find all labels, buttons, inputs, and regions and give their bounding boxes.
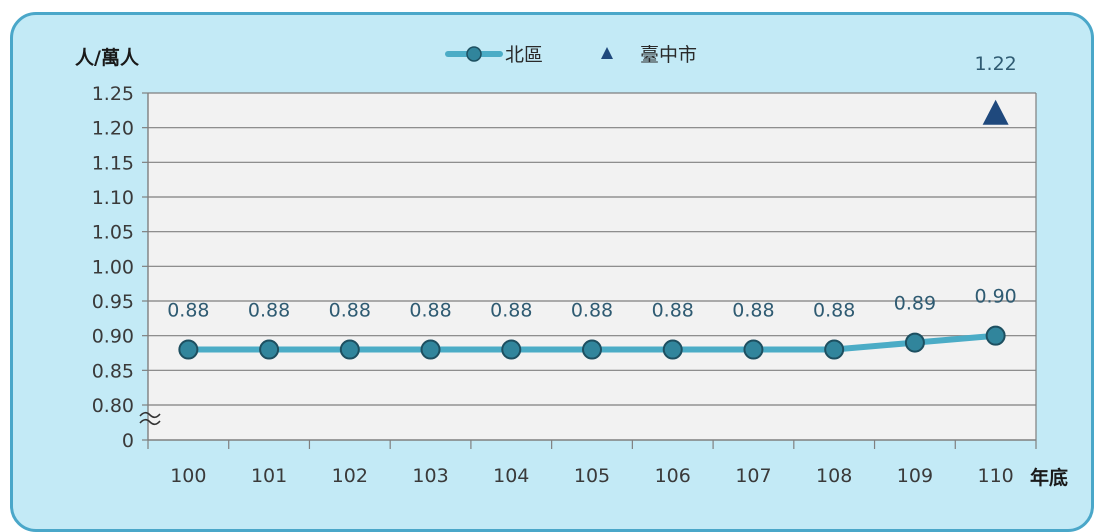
data-label-north: 0.88 — [652, 300, 694, 322]
data-label-north: 0.88 — [329, 300, 371, 322]
y-tick-label: 0.80 — [92, 395, 134, 417]
data-label-north: 0.88 — [490, 300, 532, 322]
data-label-north: 0.88 — [409, 300, 451, 322]
x-tick-label: 103 — [412, 465, 448, 487]
data-point-north — [420, 339, 441, 360]
line-chart: 0 0.80 0.85 0.90 0.95 1.00 1.05 1.10 1.15 1.20 1.2… — [75, 44, 1068, 489]
y-axis-title: 人/萬人 — [75, 47, 140, 69]
data-point-north — [582, 339, 602, 360]
y-tick-label: 1.25 — [92, 83, 134, 105]
x-axis-title: 年底 — [1030, 466, 1068, 489]
x-tick-label: 108 — [816, 465, 852, 487]
data-label-north: 0.88 — [571, 300, 613, 322]
data-label-taichung: 1.22 — [974, 53, 1016, 75]
y-tick-label: 0.95 — [92, 291, 134, 313]
x-tick-label: 110 — [978, 465, 1014, 487]
data-label-north: 0.88 — [167, 300, 209, 322]
axis-break-stroke — [139, 411, 161, 419]
x-tick-label: 106 — [655, 465, 691, 487]
x-tick-label: 100 — [170, 465, 206, 487]
data-label-north: 0.88 — [732, 300, 774, 322]
data-point-north — [178, 339, 199, 360]
data-point-north — [824, 339, 845, 360]
data-point-taichung — [982, 99, 1009, 125]
data-point-north — [662, 339, 683, 360]
x-tick-label: 105 — [574, 465, 610, 487]
y-tick-label: 0.85 — [92, 360, 134, 382]
x-tick-label: 104 — [493, 465, 529, 487]
data-label-north: 0.90 — [974, 286, 1016, 308]
x-tick-label: 102 — [332, 465, 368, 487]
y-tick-label: 1.20 — [92, 118, 134, 140]
axis-break-icon — [139, 411, 161, 426]
legend — [445, 46, 613, 62]
x-tick-label: 107 — [735, 465, 771, 487]
legend-circle-icon — [466, 46, 482, 62]
data-label-north: 0.89 — [894, 293, 936, 315]
data-point-north — [501, 339, 522, 360]
y-tick-label: 1.15 — [92, 152, 134, 174]
data-point-north — [743, 339, 764, 360]
data-point-north — [339, 339, 360, 360]
x-tick-label: 109 — [897, 465, 933, 487]
data-label-north: 0.88 — [813, 300, 855, 322]
y-tick-label: 1.00 — [92, 256, 134, 278]
y-tick-label: 1.05 — [92, 222, 134, 244]
legend-label-taichung: 臺中市 — [640, 44, 697, 66]
x-tick-label: 101 — [251, 465, 287, 487]
axis-break-stroke — [139, 418, 161, 426]
y-tick-label: 1.10 — [92, 187, 134, 209]
legend-label-north: 北區 — [505, 44, 543, 66]
data-label-north: 0.88 — [248, 300, 290, 322]
legend-triangle-icon — [601, 47, 613, 59]
y-tick-label: 0 — [122, 430, 134, 452]
y-tick-label: 0.90 — [92, 326, 134, 348]
data-point-north — [985, 325, 1006, 346]
data-point-north — [904, 332, 925, 353]
data-point-north — [259, 339, 280, 360]
